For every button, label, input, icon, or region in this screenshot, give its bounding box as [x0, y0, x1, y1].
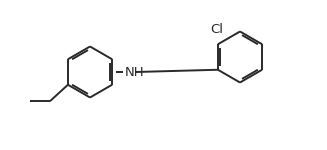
Text: NH: NH	[125, 66, 144, 78]
Text: Cl: Cl	[210, 23, 223, 36]
